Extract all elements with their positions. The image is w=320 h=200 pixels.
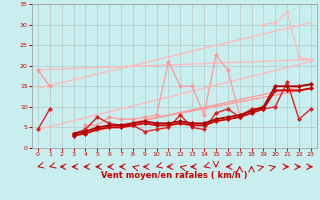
X-axis label: Vent moyen/en rafales ( km/h ): Vent moyen/en rafales ( km/h ): [101, 171, 248, 180]
